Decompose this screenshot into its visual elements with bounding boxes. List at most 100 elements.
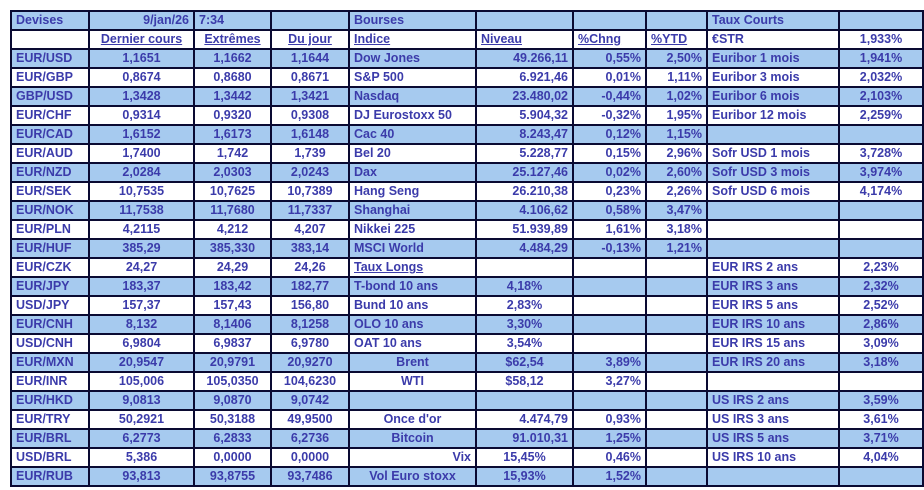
currency-pair-label: EUR/CHF: [10, 105, 90, 126]
currency-pair-label: USD/BRL: [10, 447, 90, 468]
level-value: 2,83%: [475, 295, 574, 316]
currency-pair-label: EUR/MXN: [10, 352, 90, 373]
rate-label: EUR IRS 5 ans: [706, 295, 840, 316]
day-value: 156,80: [270, 295, 350, 316]
pct-ytd-value: [645, 447, 708, 468]
pct-chng-value: 0,93%: [572, 409, 647, 430]
currency-pair-label: EUR/NOK: [10, 200, 90, 221]
currency-pair-label: USD/JPY: [10, 295, 90, 316]
pct-ytd-value: 1,95%: [645, 105, 708, 126]
level-value: 49.266,11: [475, 48, 574, 69]
pct-ytd-value: [645, 333, 708, 354]
rate-label: [706, 466, 840, 487]
currency-pair-label: EUR/USD: [10, 48, 90, 69]
extremes-value: 20,9791: [193, 352, 272, 373]
rate-label: EUR IRS 10 ans: [706, 314, 840, 335]
currency-pair-label: EUR/CAD: [10, 124, 90, 145]
extremes-value: 0,8680: [193, 67, 272, 88]
last-price: 1,1651: [88, 48, 195, 69]
pct-chng-value: -0,13%: [572, 238, 647, 259]
currency-pair-label: [10, 29, 90, 50]
currency-pair-label: EUR/JPY: [10, 276, 90, 297]
rate-value: 3,59%: [838, 390, 924, 411]
rate-label: Sofr USD 1 mois: [706, 143, 840, 164]
market-snapshot-table: Devises 9/jan/26 7:34 Bourses Taux Courts Der…: [10, 10, 924, 487]
extremes-value: 6,9837: [193, 333, 272, 354]
day-value: 383,14: [270, 238, 350, 259]
day-value: 2,0243: [270, 162, 350, 183]
day-value: 49,9500: [270, 409, 350, 430]
index-label: Dow Jones: [348, 48, 477, 69]
extremes-value: 93,8755: [193, 466, 272, 487]
index-label: OAT 10 ans: [348, 333, 477, 354]
currency-pair-label: EUR/HKD: [10, 390, 90, 411]
level-value: 91.010,31: [475, 428, 574, 449]
index-label: OLO 10 ans: [348, 314, 477, 335]
day-value: 20,9270: [270, 352, 350, 373]
pct-ytd-value: [645, 371, 708, 392]
table-row: EUR/GBP 0,8674 0,8680 0,8671 S&P 500 6.921,46…: [10, 67, 924, 88]
pct-ytd-value: 2,60%: [645, 162, 708, 183]
rate-value: 3,61%: [838, 409, 924, 430]
index-label: Cac 40: [348, 124, 477, 145]
day-value: Du jour: [270, 29, 350, 50]
level-value: 4.474,79: [475, 409, 574, 430]
pct-ytd-value: %YTD: [645, 29, 708, 50]
index-label: Hang Seng: [348, 181, 477, 202]
index-label: Bel 20: [348, 143, 477, 164]
table-row: EUR/CAD 1,6152 1,6173 1,6148 Cac 40 8.243,47 0…: [10, 124, 924, 145]
currency-pair-label: EUR/PLN: [10, 219, 90, 240]
index-label: Bund 10 ans: [348, 295, 477, 316]
currency-pair-label: EUR/BRL: [10, 428, 90, 449]
table-row: EUR/CHF 0,9314 0,9320 0,9308 DJ Eurostoxx 50…: [10, 105, 924, 126]
rate-label: US IRS 2 ans: [706, 390, 840, 411]
last-price: 385,29: [88, 238, 195, 259]
index-label: Nikkei 225: [348, 219, 477, 240]
currency-pair-label: EUR/NZD: [10, 162, 90, 183]
rate-value: 3,974%: [838, 162, 924, 183]
pct-ytd-value: [645, 314, 708, 335]
last-price: 105,006: [88, 371, 195, 392]
currency-pair-label: USD/CNH: [10, 333, 90, 354]
rate-label: EUR IRS 20 ans: [706, 352, 840, 373]
index-label: Once d'or: [348, 409, 477, 430]
level-value: 4.106,62: [475, 200, 574, 221]
pct-chng-value: 3,89%: [572, 352, 647, 373]
level-value: [475, 10, 574, 31]
level-value: Niveau: [475, 29, 574, 50]
day-value: 10,7389: [270, 181, 350, 202]
index-label: DJ Eurostoxx 50: [348, 105, 477, 126]
level-value: [475, 390, 574, 411]
day-value: 182,77: [270, 276, 350, 297]
table-row: EUR/PLN 4,2115 4,212 4,207 Nikkei 225 51.939,…: [10, 219, 924, 240]
extremes-value: 105,0350: [193, 371, 272, 392]
table-row: EUR/NOK 11,7538 11,7680 11,7337 Shanghai 4.10…: [10, 200, 924, 221]
rate-label: Euribor 6 mois: [706, 86, 840, 107]
pct-ytd-value: 2,26%: [645, 181, 708, 202]
index-label: Indice: [348, 29, 477, 50]
level-value: $62,54: [475, 352, 574, 373]
extremes-value: 10,7625: [193, 181, 272, 202]
extremes-value: 0,0000: [193, 447, 272, 468]
table-row: EUR/SEK 10,7535 10,7625 10,7389 Hang Seng 26.…: [10, 181, 924, 202]
level-value: 5.904,32: [475, 105, 574, 126]
rate-value: 2,23%: [838, 257, 924, 278]
table-row: EUR/MXN 20,9547 20,9791 20,9270 Brent $62,54 3…: [10, 352, 924, 373]
index-label: Bourses: [348, 10, 477, 31]
pct-chng-value: 0,55%: [572, 48, 647, 69]
extremes-value: 183,42: [193, 276, 272, 297]
rate-value: 1,933%: [838, 29, 924, 50]
currency-pair-label: EUR/TRY: [10, 409, 90, 430]
pct-chng-value: 0,15%: [572, 143, 647, 164]
level-value: 6.921,46: [475, 67, 574, 88]
pct-chng-value: 3,27%: [572, 371, 647, 392]
pct-chng-value: -0,32%: [572, 105, 647, 126]
pct-ytd-value: [645, 428, 708, 449]
rate-label: [706, 371, 840, 392]
index-label: Brent: [348, 352, 477, 373]
day-value: 0,9308: [270, 105, 350, 126]
rate-value: 3,09%: [838, 333, 924, 354]
last-price: 9,0813: [88, 390, 195, 411]
pct-ytd-value: [645, 390, 708, 411]
